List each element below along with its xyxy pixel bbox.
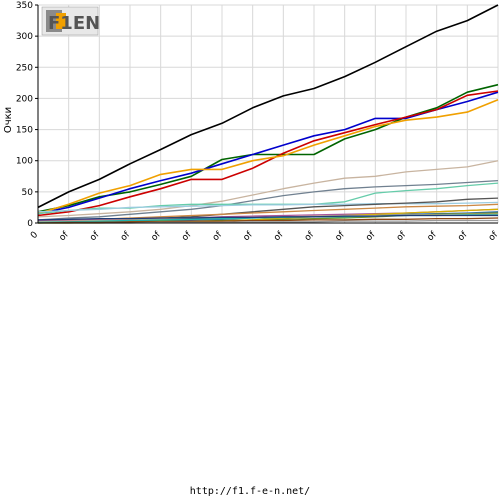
x-tick-label: of bbox=[426, 229, 440, 243]
series-line-6 bbox=[37, 160, 499, 218]
x-tick-label: of bbox=[180, 229, 194, 243]
x-tick-label: of bbox=[456, 229, 470, 243]
series-line-7 bbox=[37, 179, 499, 221]
y-tick-label: 200 bbox=[16, 94, 33, 104]
x-tick-label: of bbox=[303, 229, 317, 243]
series-line-1 bbox=[37, 4, 499, 209]
x-tick-label: of bbox=[364, 229, 378, 243]
axes bbox=[37, 5, 498, 224]
series-line-19 bbox=[37, 214, 498, 221]
series-line-18 bbox=[37, 217, 499, 224]
x-tick-label: of bbox=[211, 229, 225, 243]
x-tick-label: of bbox=[150, 229, 164, 243]
y-tick-label: 0 bbox=[27, 219, 33, 229]
x-tick-label: of bbox=[487, 229, 500, 243]
series-line-4 bbox=[37, 90, 499, 217]
x-tick-label: of bbox=[119, 229, 133, 243]
x-tick-label: of bbox=[272, 229, 286, 243]
f1en-logo: F1EN bbox=[41, 6, 100, 36]
y-tick-label: 150 bbox=[16, 126, 33, 136]
series-line-9 bbox=[37, 201, 499, 213]
x-tick-labels: 0 of of of of of of of of of of of of of of of bbox=[29, 229, 500, 243]
y-tick-label: 100 bbox=[16, 157, 33, 167]
x-tick-label: of bbox=[334, 229, 348, 243]
x-tick-label: 0 bbox=[29, 230, 40, 241]
series-lines bbox=[37, 4, 499, 224]
grid-lines bbox=[37, 4, 499, 224]
logo-text: F1EN bbox=[48, 13, 100, 34]
series-line-5 bbox=[37, 98, 499, 215]
x-tick-label: of bbox=[58, 229, 72, 243]
y-tick-label: 350 bbox=[16, 1, 33, 11]
y-tick-label: 50 bbox=[22, 188, 34, 198]
y-tick-labels: 0 50 100 150 200 250 300 350 bbox=[16, 1, 38, 229]
y-tick-label: 250 bbox=[16, 63, 33, 73]
y-tick-label: 300 bbox=[16, 32, 33, 42]
x-tick-label: of bbox=[242, 229, 256, 243]
series-line-2 bbox=[37, 83, 499, 213]
footer-url[interactable]: http://f1.f-e-n.net/ bbox=[189, 486, 311, 497]
x-tick-label: of bbox=[395, 229, 409, 243]
x-tick-label: of bbox=[88, 229, 102, 243]
y-axis-label: Очки bbox=[3, 107, 14, 133]
